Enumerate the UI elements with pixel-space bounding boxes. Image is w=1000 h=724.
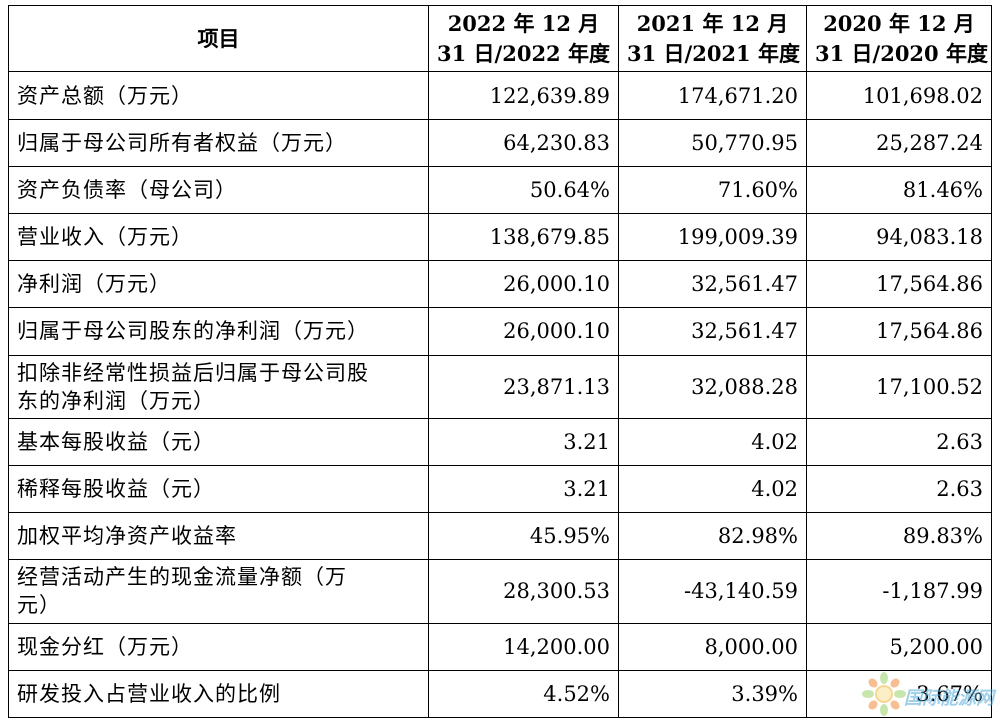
table-row: 基本每股收益（元） 3.21 4.02 2.63 [8, 417, 992, 467]
cell-2022: 50.64% [428, 166, 619, 215]
table-row: 经营活动产生的现金流量净额（万 元） 28,300.53 -43,140.59 -1,1… [8, 559, 992, 624]
cell-2021: 32,561.47 [618, 307, 807, 356]
header-2021: 2021 年 12 月 31 日/2021 年度 [618, 5, 807, 72]
cell-2022: 26,000.10 [428, 260, 619, 309]
row-label: 资产总额（万元） [8, 70, 429, 121]
header-item: 项目 [8, 5, 429, 72]
header-2020: 2020 年 12 月 31 日/2020 年度 [806, 5, 992, 72]
cell-2022: 4.52% [428, 669, 619, 719]
cell-2020: 25,287.24 [806, 119, 992, 168]
cell-2020: 101,698.02 [806, 70, 992, 121]
cell-2020: 3.67% [806, 669, 992, 719]
row-label: 归属于母公司所有者权益（万元） [8, 119, 429, 168]
row-label: 基本每股收益（元） [8, 417, 429, 467]
row-label: 经营活动产生的现金流量净额（万 元） [8, 559, 429, 624]
cell-2021: 32,088.28 [618, 354, 807, 419]
row-label: 扣除非经常性损益后归属于母公司股 东的净利润（万元） [8, 354, 429, 419]
table-header-row: 项目 2022 年 12 月 31 日/2022 年度 2021 年 12 月 … [8, 5, 992, 72]
table-row: 加权平均净资产收益率 45.95% 82.98% 89.83% [8, 512, 992, 561]
cell-2021: 50,770.95 [618, 119, 807, 168]
cell-2020: 17,100.52 [806, 354, 992, 419]
cell-2022: 28,300.53 [428, 559, 619, 624]
row-label: 归属于母公司股东的净利润（万元） [8, 307, 429, 356]
cell-2022: 64,230.83 [428, 119, 619, 168]
row-label: 资产负债率（母公司） [8, 166, 429, 215]
cell-2020: 2.63 [806, 417, 992, 467]
cell-2021: 82.98% [618, 512, 807, 561]
table-row: 扣除非经常性损益后归属于母公司股 东的净利润（万元） 23,871.13 32,088… [8, 354, 992, 419]
cell-2022: 122,639.89 [428, 70, 619, 121]
cell-2022: 23,871.13 [428, 354, 619, 419]
table-row: 资产总额（万元） 122,639.89 174,671.20 101,698.02 [8, 70, 992, 121]
cell-2022: 14,200.00 [428, 622, 619, 671]
table-row: 营业收入（万元） 138,679.85 199,009.39 94,083.18 [8, 213, 992, 262]
row-label: 稀释每股收益（元） [8, 465, 429, 514]
cell-2022: 3.21 [428, 417, 619, 467]
cell-2021: 4.02 [618, 417, 807, 467]
cell-2022: 138,679.85 [428, 213, 619, 262]
header-2022: 2022 年 12 月 31 日/2022 年度 [428, 5, 619, 72]
row-label: 净利润（万元） [8, 260, 429, 309]
cell-2022: 26,000.10 [428, 307, 619, 356]
cell-2020: 94,083.18 [806, 213, 992, 262]
row-label: 现金分红（万元） [8, 622, 429, 671]
row-label: 加权平均净资产收益率 [8, 512, 429, 561]
cell-2022: 45.95% [428, 512, 619, 561]
row-label: 研发投入占营业收入的比例 [8, 669, 429, 719]
cell-2021: 8,000.00 [618, 622, 807, 671]
cell-2020: 17,564.86 [806, 260, 992, 309]
cell-2021: 4.02 [618, 465, 807, 514]
table-row: 归属于母公司股东的净利润（万元） 26,000.10 32,561.47 17,564… [8, 307, 992, 356]
table-row: 资产负债率（母公司） 50.64% 71.60% 81.46% [8, 166, 992, 215]
cell-2020: 81.46% [806, 166, 992, 215]
cell-2021: -43,140.59 [618, 559, 807, 624]
cell-2021: 199,009.39 [618, 213, 807, 262]
cell-2022: 3.21 [428, 465, 619, 514]
cell-2020: 89.83% [806, 512, 992, 561]
cell-2020: 17,564.86 [806, 307, 992, 356]
cell-2021: 32,561.47 [618, 260, 807, 309]
cell-2020: -1,187.99 [806, 559, 992, 624]
cell-2021: 3.39% [618, 669, 807, 719]
cell-2020: 5,200.00 [806, 622, 992, 671]
table-row: 归属于母公司所有者权益（万元） 64,230.83 50,770.95 25,287.… [8, 119, 992, 168]
table-row: 稀释每股收益（元） 3.21 4.02 2.63 [8, 465, 992, 514]
table-row: 研发投入占营业收入的比例 4.52% 3.39% 3.67% [8, 669, 992, 719]
table-row: 净利润（万元） 26,000.10 32,561.47 17,564.86 [8, 260, 992, 309]
cell-2020: 2.63 [806, 465, 992, 514]
table-row: 现金分红（万元） 14,200.00 8,000.00 5,200.00 [8, 622, 992, 671]
row-label: 营业收入（万元） [8, 213, 429, 262]
cell-2021: 71.60% [618, 166, 807, 215]
cell-2021: 174,671.20 [618, 70, 807, 121]
financial-summary-table: 项目 2022 年 12 月 31 日/2022 年度 2021 年 12 月 … [8, 5, 992, 719]
